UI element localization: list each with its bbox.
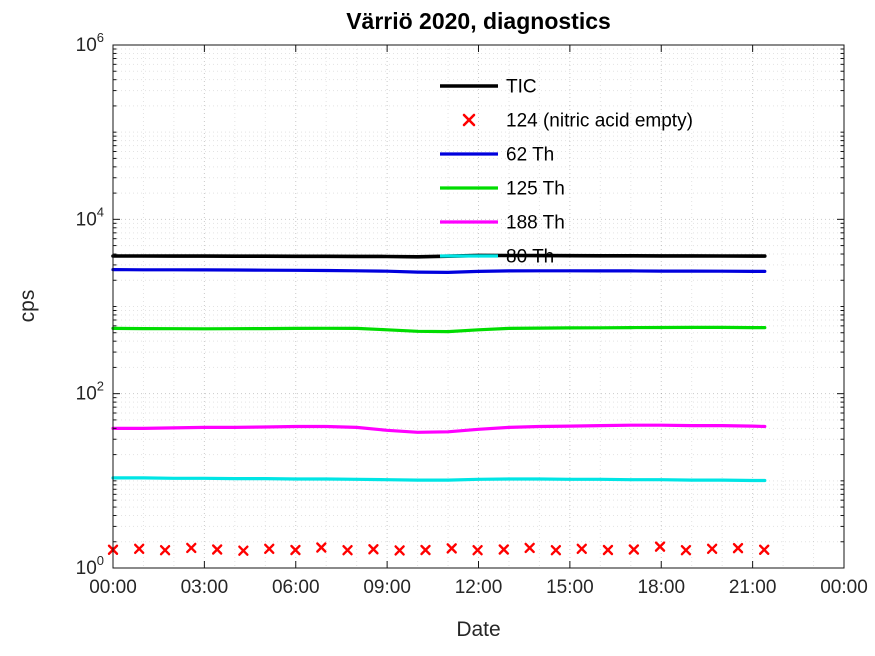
- axis-box: [112, 44, 845, 569]
- x-marker: [550, 545, 562, 556]
- x-marker: [706, 543, 718, 555]
- legend-item-62-th: 62 Th: [440, 145, 554, 166]
- x-tick-label: 03:00: [181, 577, 229, 598]
- x-marker: [524, 542, 535, 554]
- x-marker: [394, 545, 405, 556]
- legend-item-124-nitric-acid-empty: 124 (nitric acid empty): [462, 111, 693, 132]
- x-marker: [628, 544, 640, 555]
- legend-label: 188 Th: [506, 213, 565, 234]
- series-62-th: [111, 268, 767, 274]
- x-marker: [602, 544, 614, 556]
- grid-major: [112, 44, 845, 569]
- legend-item-125-th: 125 Th: [440, 179, 565, 200]
- x-tick-label: 06:00: [272, 577, 320, 598]
- x-marker: [732, 542, 744, 554]
- x-marker: [316, 542, 327, 553]
- x-marker: [238, 545, 249, 556]
- chart-title: Värriö 2020, diagnostics: [346, 8, 611, 34]
- legend-label: 62 Th: [506, 145, 554, 166]
- x-tick-label: 15:00: [546, 577, 594, 598]
- x-marker: [420, 544, 431, 556]
- y-axis-label: cps: [16, 289, 39, 323]
- series-tic: [111, 253, 767, 259]
- legend-label: 125 Th: [506, 179, 565, 200]
- x-marker: [290, 544, 301, 556]
- x-tick-label: 00:00: [820, 577, 868, 598]
- y-tick-label: 104: [76, 204, 104, 230]
- legend: TIC 124 (nitric acid empty) 62 Th 125 Th 188…: [440, 77, 693, 268]
- x-tick-labels: 00:00 03:00 06:00 09:00 12:00 15:00 18:00 21:00…: [89, 577, 868, 598]
- series-80-th: [111, 476, 767, 483]
- x-marker: [186, 542, 197, 554]
- legend-item-80-th: 80 Th: [440, 247, 554, 268]
- series-125-th: [111, 325, 767, 334]
- x-tick-label: 18:00: [637, 577, 685, 598]
- x-tick-label: 12:00: [455, 577, 503, 598]
- legend-label: 80 Th: [506, 247, 554, 268]
- x-marker: [211, 544, 223, 555]
- x-marker: [498, 544, 509, 555]
- y-tick-label: 100: [76, 553, 104, 579]
- x-marker: [462, 113, 476, 127]
- y-tick-labels: 100 102 104 106: [76, 30, 104, 579]
- legend-marker-sample: [462, 113, 476, 127]
- x-marker: [342, 545, 353, 556]
- x-marker: [758, 544, 770, 555]
- legend-label: TIC: [506, 77, 537, 98]
- x-marker: [264, 543, 275, 555]
- x-tick-label: 21:00: [729, 577, 777, 598]
- x-marker: [446, 543, 457, 554]
- legend-item-188-th: 188 Th: [440, 213, 565, 234]
- x-marker: [654, 541, 666, 552]
- series-124-nitric-acid-empty-markers: [107, 541, 770, 556]
- series-188-th: [111, 423, 767, 434]
- y-tick-label: 102: [76, 379, 104, 405]
- x-tick-label: 00:00: [89, 577, 137, 598]
- x-marker: [159, 545, 171, 556]
- x-tick-label: 09:00: [363, 577, 411, 598]
- x-marker: [680, 545, 692, 556]
- x-marker: [472, 545, 483, 556]
- legend-label: 124 (nitric acid empty): [506, 111, 693, 132]
- x-marker: [133, 543, 145, 555]
- x-axis-label: Date: [456, 618, 501, 641]
- x-marker: [368, 544, 379, 555]
- legend-item-tic: TIC: [440, 77, 537, 98]
- series-group: [107, 253, 770, 556]
- x-marker: [576, 543, 587, 555]
- y-tick-label: 106: [76, 30, 104, 56]
